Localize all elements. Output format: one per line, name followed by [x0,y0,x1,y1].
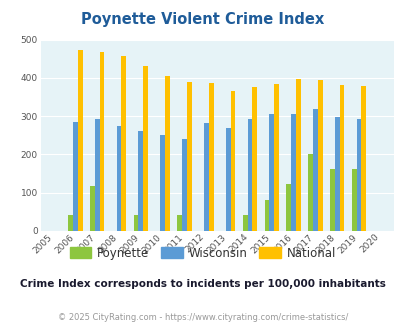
Bar [230,90,235,231]
Bar [186,82,191,231]
Bar [165,76,169,231]
Bar [269,114,273,231]
Bar [138,131,143,231]
Bar [252,87,256,231]
Bar [208,83,213,231]
Bar [177,215,182,231]
Bar [356,119,360,231]
Bar [317,80,322,231]
Bar [242,215,247,231]
Bar [295,79,300,231]
Bar [73,122,78,231]
Bar [90,186,95,231]
Bar [339,85,343,231]
Bar [360,85,365,231]
Bar [121,56,126,231]
Text: Poynette Violent Crime Index: Poynette Violent Crime Index [81,12,324,26]
Bar [273,84,278,231]
Bar [307,154,312,231]
Text: © 2025 CityRating.com - https://www.cityrating.com/crime-statistics/: © 2025 CityRating.com - https://www.city… [58,314,347,322]
Text: Crime Index corresponds to incidents per 100,000 inhabitants: Crime Index corresponds to incidents per… [20,279,385,289]
Bar [133,215,138,231]
Bar [143,66,148,231]
Bar [247,119,252,231]
Bar [78,50,83,231]
Bar [203,123,208,231]
Bar [116,126,121,231]
Bar [68,215,73,231]
Bar [286,184,290,231]
Bar [290,114,295,231]
Bar [312,109,317,231]
Bar [100,52,104,231]
Bar [225,128,230,231]
Bar [95,119,100,231]
Bar [329,169,334,231]
Bar [264,200,269,231]
Bar [182,139,186,231]
Bar [334,117,339,231]
Bar [351,169,356,231]
Bar [160,135,165,231]
Legend: Poynette, Wisconsin, National: Poynette, Wisconsin, National [65,242,340,264]
